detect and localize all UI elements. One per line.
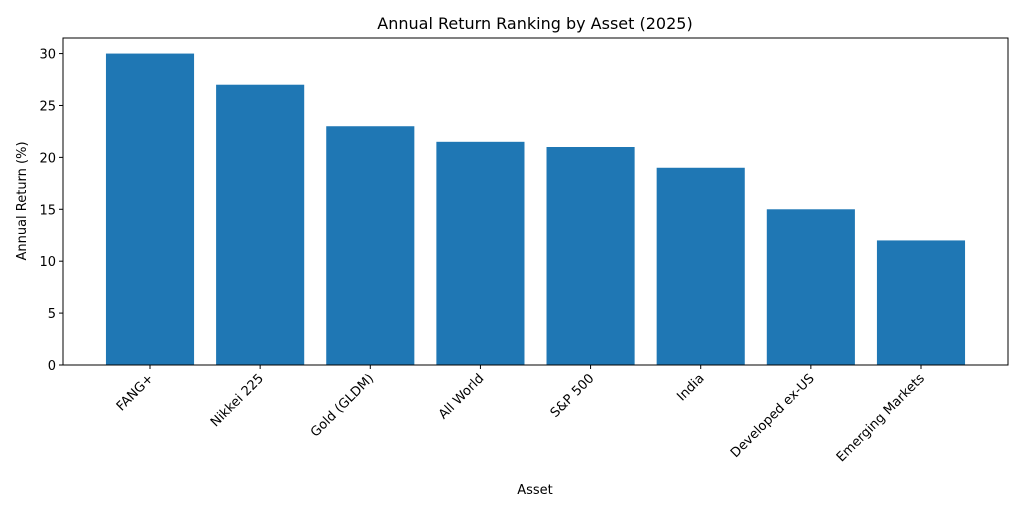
bar: [546, 147, 635, 365]
y-tick-label: 15: [39, 203, 56, 218]
x-tick-label: FANG+: [114, 371, 157, 414]
x-tick-label: Emerging Markets: [834, 371, 928, 465]
y-tick-label: 30: [39, 48, 56, 63]
y-tick-label: 10: [39, 255, 56, 270]
x-tick-label: Nikkei 225: [208, 371, 267, 430]
bar: [326, 126, 415, 365]
x-axis-label: Asset: [517, 483, 553, 498]
bar: [105, 53, 195, 365]
bar: [436, 141, 525, 365]
x-tick-label: Developed ex-US: [728, 371, 818, 461]
bar: [656, 167, 745, 365]
x-tick-label: All World: [436, 371, 487, 422]
x-tick-label: India: [674, 371, 707, 404]
y-tick-label: 25: [39, 99, 56, 114]
plot-frame: [62, 37, 1009, 366]
y-tick-label: 0: [48, 359, 56, 374]
bar: [766, 209, 855, 365]
y-tick-label: 5: [48, 307, 56, 322]
bar: [876, 240, 966, 365]
y-tick-label: 20: [39, 151, 56, 166]
y-axis-label: Annual Return (%): [15, 141, 30, 260]
chart-title: Annual Return Ranking by Asset (2025): [377, 14, 692, 33]
bar: [216, 84, 305, 365]
x-tick-label: Gold (GLDM): [308, 371, 377, 440]
x-tick-label: S&P 500: [548, 371, 598, 421]
